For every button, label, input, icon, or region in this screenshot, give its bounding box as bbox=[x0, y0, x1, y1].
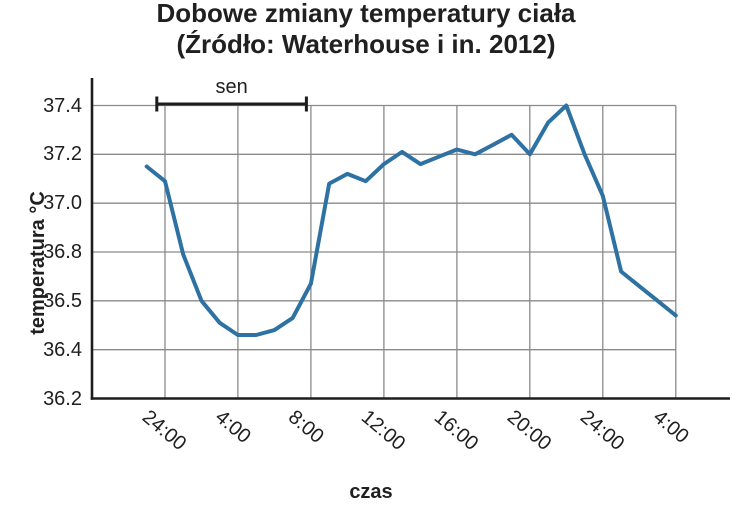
sleep-annotation-label: sen bbox=[215, 76, 248, 98]
chart-title: Dobowe zmiany temperatury ciała (Źródło:… bbox=[0, 0, 732, 60]
chart-title-line1: Dobowe zmiany temperatury ciała bbox=[156, 0, 576, 28]
y-tick-label: 36.2 bbox=[43, 387, 82, 410]
y-tick-label: 37.0 bbox=[43, 192, 82, 215]
chart-title-line2: (Źródło: Waterhouse i in. 2012) bbox=[176, 29, 556, 59]
temperature-line bbox=[144, 103, 678, 337]
y-tick-label: 37.2 bbox=[43, 143, 82, 166]
y-tick-label: 37.4 bbox=[43, 94, 82, 117]
x-axis-title: czas bbox=[349, 481, 393, 503]
y-tick-label: 36.4 bbox=[43, 338, 82, 361]
y-tick-label: 36.5 bbox=[43, 289, 82, 312]
y-tick-label: 36.8 bbox=[43, 241, 82, 263]
